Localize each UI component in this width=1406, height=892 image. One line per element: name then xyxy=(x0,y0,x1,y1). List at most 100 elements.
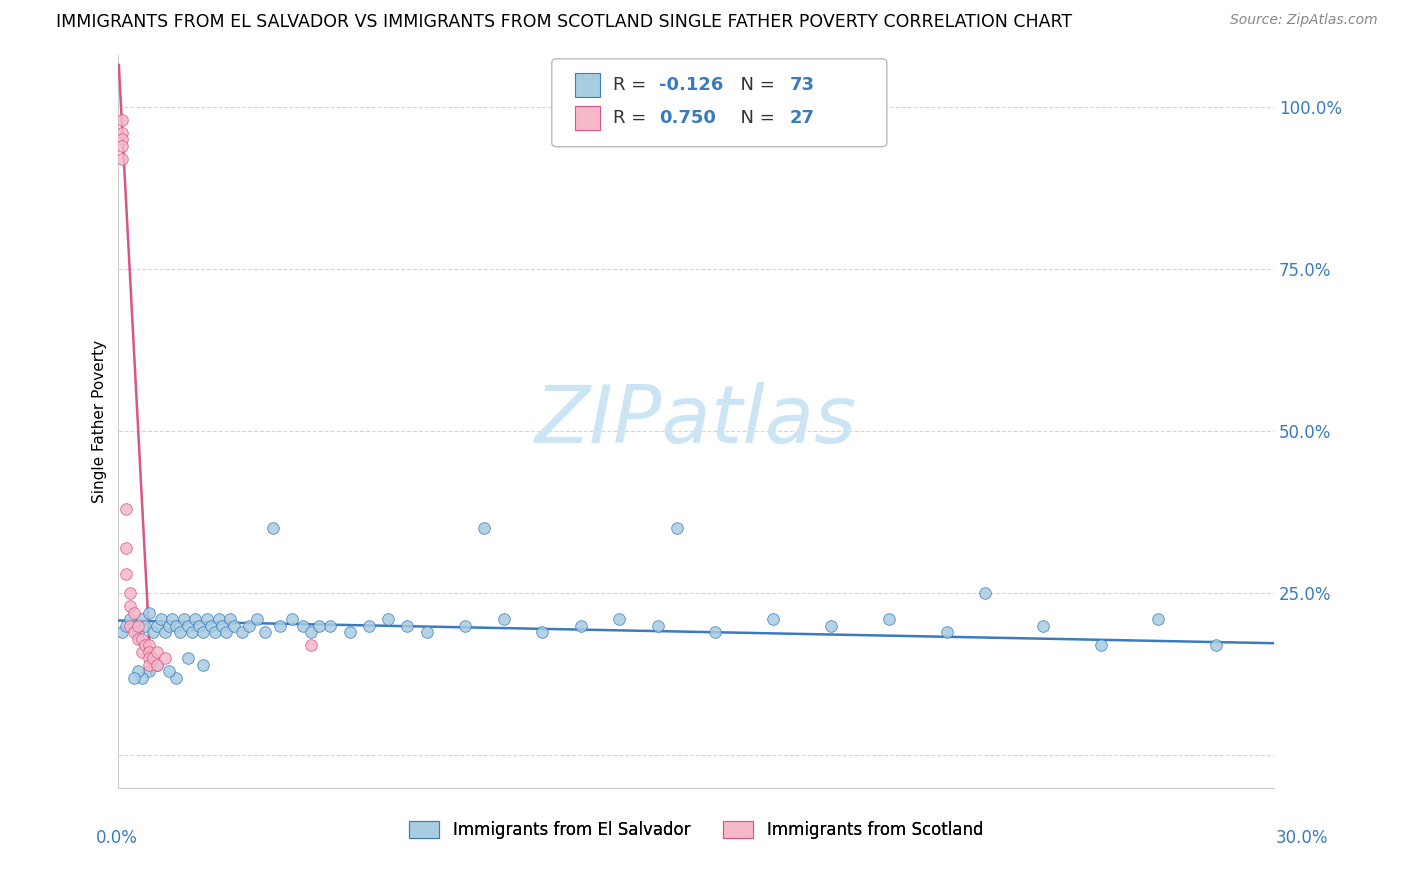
Point xyxy=(157,618,180,632)
Point xyxy=(253,625,276,640)
FancyBboxPatch shape xyxy=(575,73,600,97)
Text: R =: R = xyxy=(613,76,652,95)
Point xyxy=(974,586,997,600)
Point xyxy=(415,625,437,640)
Point xyxy=(118,599,141,614)
Point xyxy=(308,618,330,632)
Point xyxy=(204,625,226,640)
Point xyxy=(127,618,149,632)
Point xyxy=(935,625,957,640)
Point xyxy=(115,502,138,516)
Point xyxy=(111,139,134,153)
Point xyxy=(357,618,380,632)
Text: 0.0%: 0.0% xyxy=(96,829,138,847)
Point xyxy=(177,651,200,665)
Point xyxy=(820,618,842,632)
Legend: Immigrants from El Salvador, Immigrants from Scotland: Immigrants from El Salvador, Immigrants … xyxy=(402,814,990,846)
Point xyxy=(200,618,222,632)
Point xyxy=(180,625,202,640)
Text: 27: 27 xyxy=(790,109,815,128)
Point xyxy=(184,612,207,626)
Point xyxy=(177,618,200,632)
Point xyxy=(153,625,176,640)
Point xyxy=(131,645,153,659)
Point xyxy=(111,132,134,146)
Point xyxy=(111,113,134,128)
Point xyxy=(165,618,187,632)
FancyBboxPatch shape xyxy=(575,106,600,130)
Point xyxy=(607,612,630,626)
Point xyxy=(131,632,153,646)
Text: N =: N = xyxy=(728,109,780,128)
Point xyxy=(146,645,169,659)
Point xyxy=(207,612,229,626)
Point xyxy=(111,625,134,640)
Point xyxy=(134,618,156,632)
Point xyxy=(292,618,315,632)
Text: 0.750: 0.750 xyxy=(659,109,716,128)
Point xyxy=(211,618,233,632)
Point xyxy=(281,612,304,626)
Point xyxy=(165,671,187,685)
Point xyxy=(299,625,322,640)
Point xyxy=(195,612,218,626)
Point xyxy=(222,618,245,632)
Point xyxy=(149,612,172,626)
Point xyxy=(319,618,342,632)
Point xyxy=(138,664,160,678)
Point xyxy=(122,625,145,640)
Point xyxy=(219,612,242,626)
Point xyxy=(299,638,322,652)
Text: 73: 73 xyxy=(790,76,815,95)
Point xyxy=(115,541,138,555)
Point xyxy=(162,612,184,626)
Point xyxy=(142,625,165,640)
Point xyxy=(1032,618,1054,632)
Point xyxy=(146,618,169,632)
Point xyxy=(1147,612,1170,626)
Point xyxy=(269,618,291,632)
Point xyxy=(111,126,134,140)
Text: R =: R = xyxy=(613,109,652,128)
Point xyxy=(231,625,253,640)
Point xyxy=(153,651,176,665)
Point xyxy=(339,625,361,640)
Point xyxy=(122,606,145,620)
Point xyxy=(118,586,141,600)
Text: IMMIGRANTS FROM EL SALVADOR VS IMMIGRANTS FROM SCOTLAND SINGLE FATHER POVERTY CO: IMMIGRANTS FROM EL SALVADOR VS IMMIGRANT… xyxy=(56,13,1073,31)
Point xyxy=(138,657,160,672)
Point xyxy=(569,618,592,632)
Text: 30.0%: 30.0% xyxy=(1277,829,1329,847)
Point xyxy=(188,618,211,632)
Point xyxy=(246,612,269,626)
Point xyxy=(115,566,138,581)
Point xyxy=(472,521,495,535)
Point xyxy=(122,618,145,632)
Point xyxy=(118,618,141,632)
Point xyxy=(262,521,284,535)
Point xyxy=(492,612,515,626)
Point xyxy=(762,612,785,626)
Point xyxy=(127,664,149,678)
Text: -0.126: -0.126 xyxy=(659,76,724,95)
Point xyxy=(131,671,153,685)
Point xyxy=(377,612,399,626)
Point xyxy=(127,625,149,640)
Point xyxy=(877,612,900,626)
Point xyxy=(138,606,160,620)
Point xyxy=(238,618,260,632)
Point xyxy=(1205,638,1227,652)
Point xyxy=(134,638,156,652)
Point xyxy=(138,638,160,652)
Point xyxy=(173,612,195,626)
Point xyxy=(215,625,238,640)
Text: ZIPatlas: ZIPatlas xyxy=(536,383,858,460)
Point xyxy=(131,612,153,626)
Point xyxy=(157,664,180,678)
Text: N =: N = xyxy=(728,76,780,95)
Point xyxy=(127,632,149,646)
Point xyxy=(396,618,419,632)
Point xyxy=(704,625,727,640)
FancyBboxPatch shape xyxy=(551,59,887,146)
Point xyxy=(142,651,165,665)
